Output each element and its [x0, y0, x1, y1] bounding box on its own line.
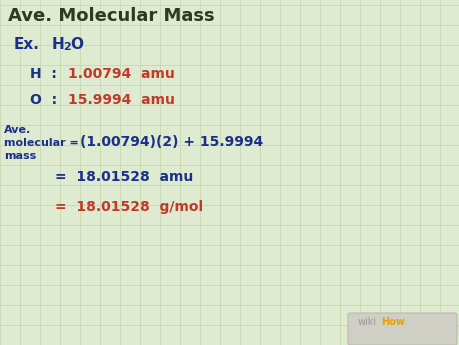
Text: O: O	[70, 37, 83, 52]
Text: wiki: wiki	[357, 317, 376, 327]
Text: O  :: O :	[30, 93, 57, 107]
Text: H  :: H :	[30, 67, 57, 81]
Text: molecular =: molecular =	[4, 138, 78, 148]
Text: Ave. Molecular Mass: Ave. Molecular Mass	[8, 7, 214, 25]
Text: 1.00794  amu: 1.00794 amu	[68, 67, 174, 81]
FancyBboxPatch shape	[347, 313, 456, 345]
Text: 15.9994  amu: 15.9994 amu	[68, 93, 174, 107]
Text: mass: mass	[4, 151, 36, 161]
Text: Ave.: Ave.	[4, 125, 31, 135]
Text: H: H	[52, 37, 65, 52]
Text: (1.00794)(2) + 15.9994: (1.00794)(2) + 15.9994	[80, 135, 263, 149]
Text: How: How	[380, 317, 404, 327]
Text: 2: 2	[63, 42, 71, 52]
Text: =  18.01528  amu: = 18.01528 amu	[55, 170, 193, 184]
Text: Ex.: Ex.	[14, 37, 40, 52]
Text: =  18.01528  g/mol: = 18.01528 g/mol	[55, 200, 203, 214]
